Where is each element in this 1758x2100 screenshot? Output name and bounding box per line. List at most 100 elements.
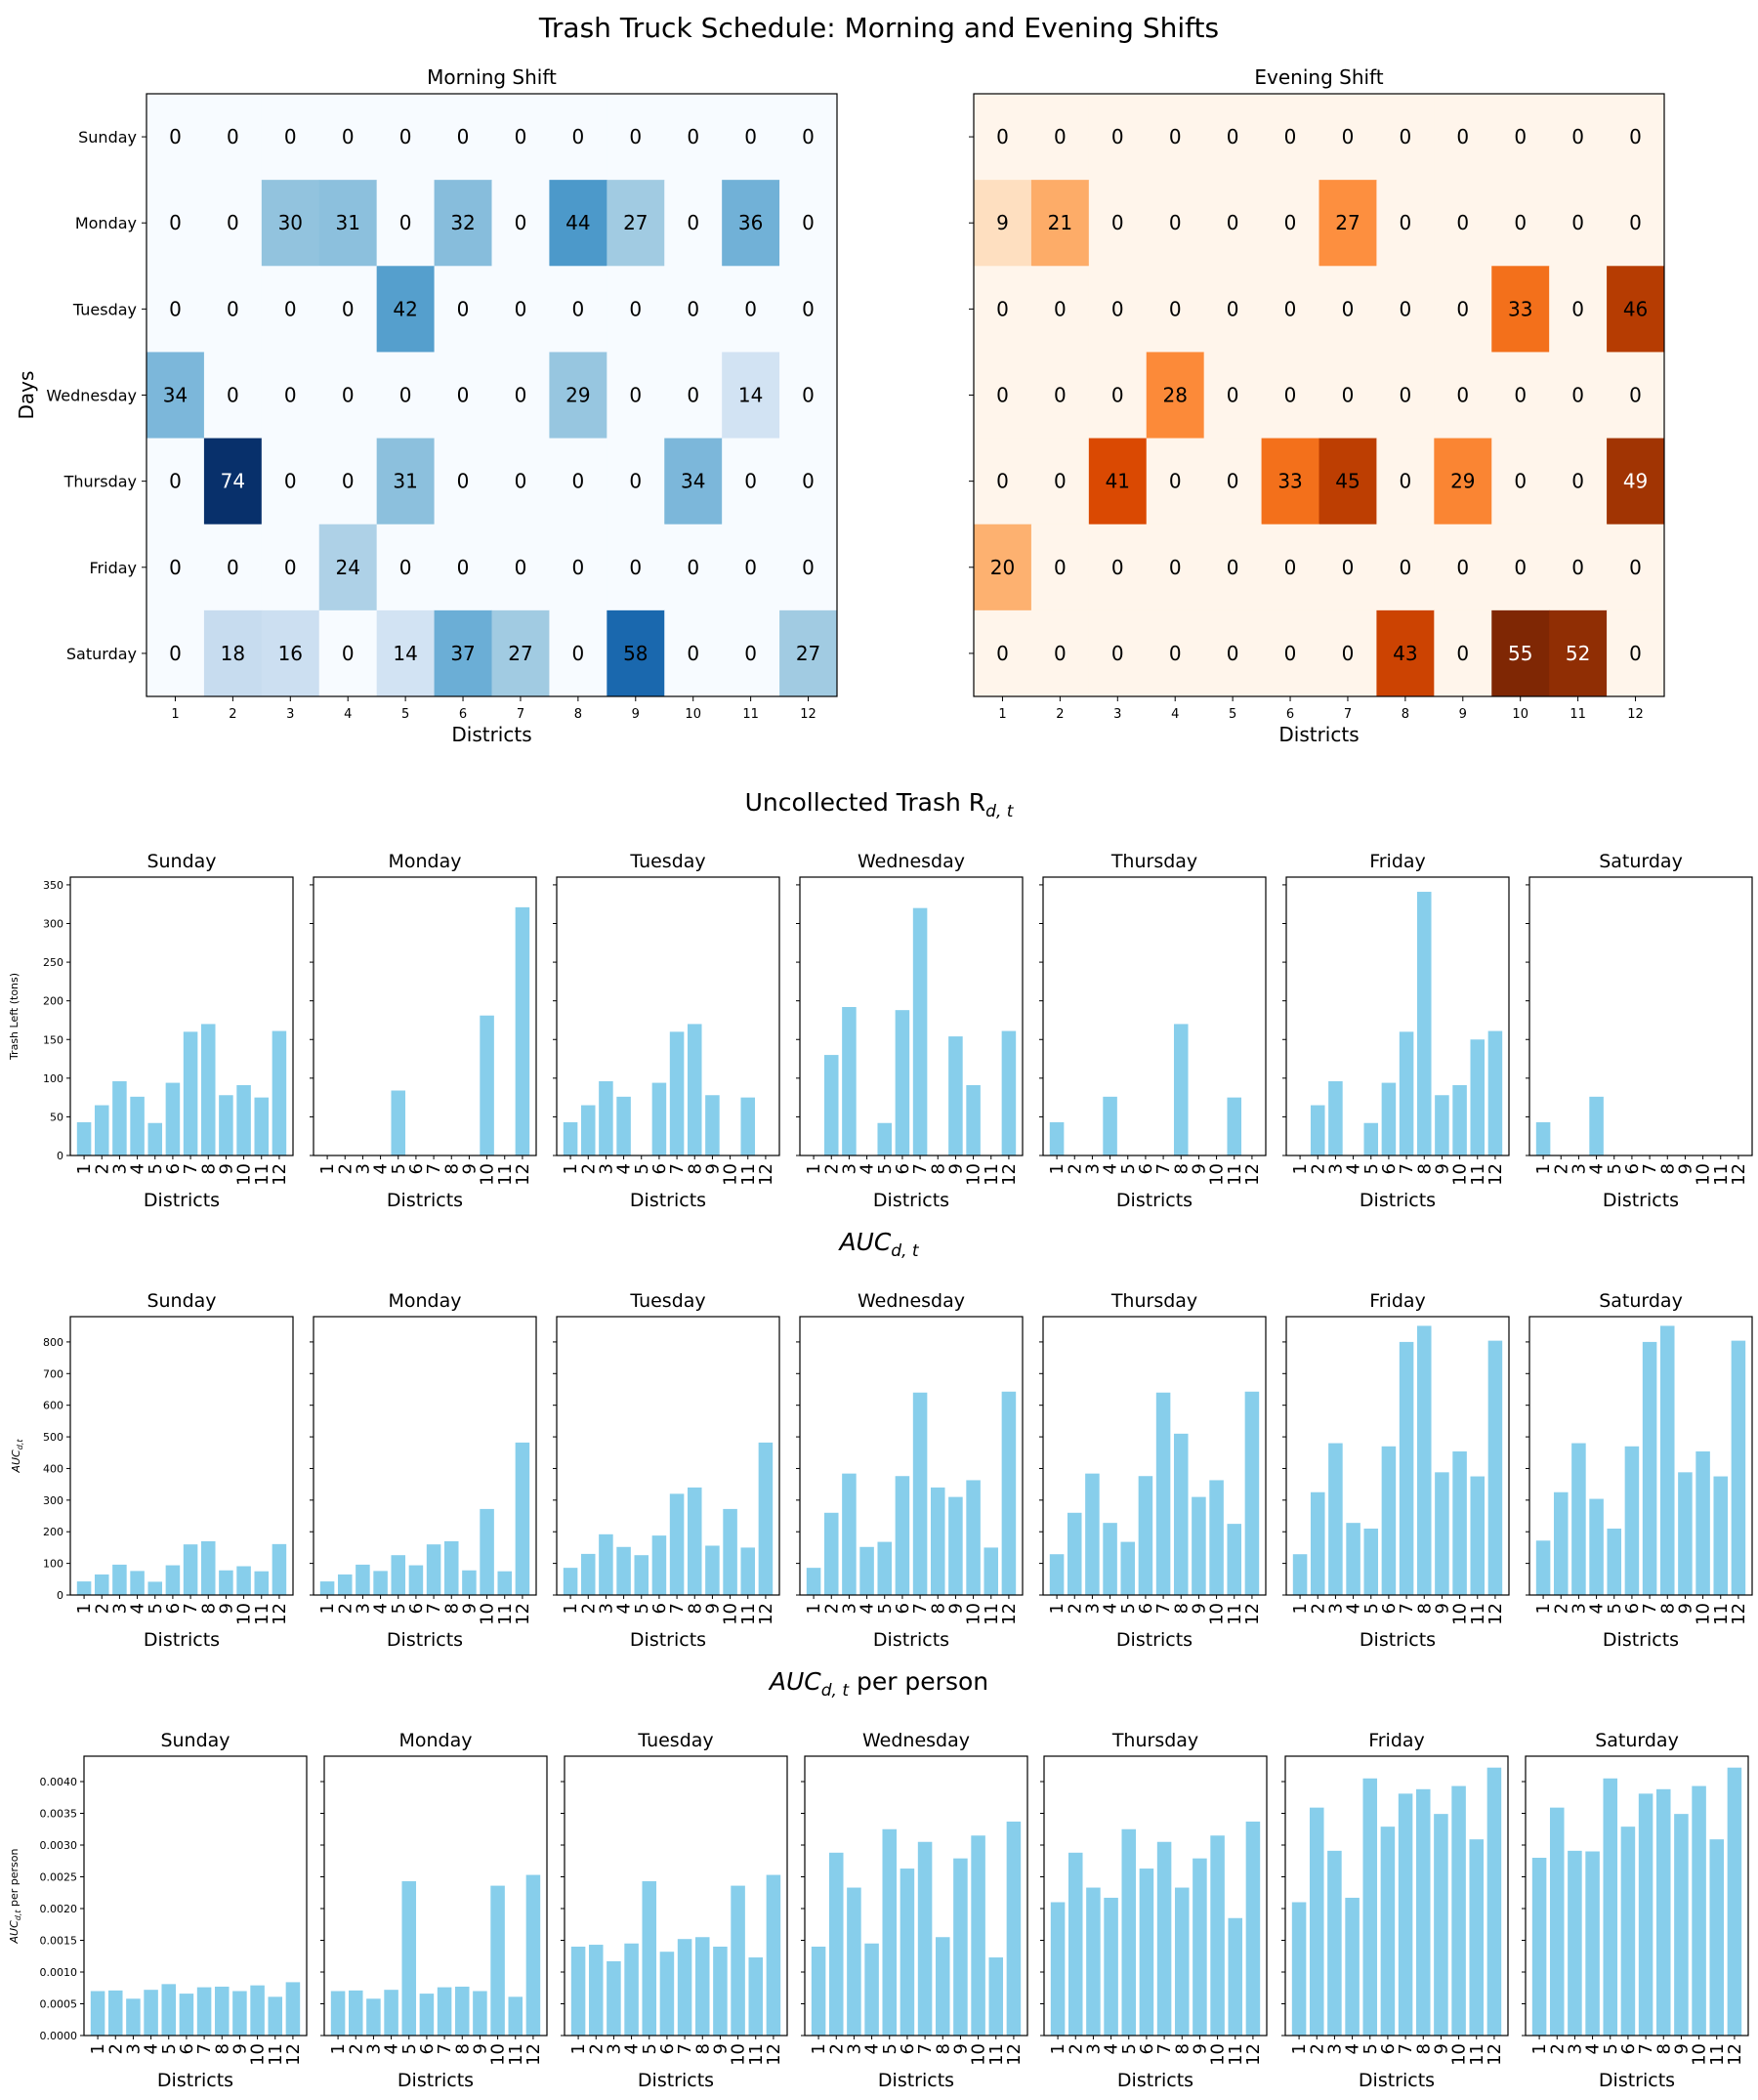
y-tick-label: 0.0000 xyxy=(40,2030,78,2042)
x-tick-label: 12 xyxy=(1485,2043,1505,2066)
heatmap-cell xyxy=(1607,524,1665,611)
bar xyxy=(250,1985,265,2036)
x-tick-label: 6 xyxy=(1622,1603,1643,1614)
heatmap-cell-label: 0 xyxy=(1400,211,1412,234)
heatmap-cell-label: 0 xyxy=(1284,384,1297,407)
heatmap-cell xyxy=(549,438,607,525)
x-tick-label: 3 xyxy=(1565,2043,1585,2054)
x-tick-label: 10 xyxy=(721,1163,741,1186)
x-tick-label: 6 xyxy=(163,1603,184,1614)
x-tick-label: 3 xyxy=(1082,1163,1103,1174)
panel-title: Thursday xyxy=(1110,851,1197,872)
heatmap-cell xyxy=(376,266,436,353)
bar xyxy=(200,1540,216,1595)
x-tick-label: 4 xyxy=(371,1163,392,1174)
x-tick-label: 7 xyxy=(1640,1603,1660,1614)
bar xyxy=(1399,1031,1414,1155)
x-tick-label: 5 xyxy=(399,2043,420,2054)
x-tick-label: 10 xyxy=(478,1163,498,1186)
x-tick-label: 3 xyxy=(109,1163,130,1174)
x-tick-label: 5 xyxy=(1601,2043,1621,2054)
x-tick-label: 2 xyxy=(335,1163,356,1174)
y-tick-label: Friday xyxy=(90,559,138,577)
panel-frame xyxy=(313,1316,537,1596)
bar xyxy=(437,1987,452,2036)
bar xyxy=(1346,1523,1360,1595)
heatmap-cell-label: 0 xyxy=(515,556,527,579)
x-tick-label: 1 xyxy=(1290,1603,1311,1614)
bar xyxy=(348,1990,363,2036)
x-tick-label: 3 xyxy=(1082,1603,1103,1614)
heatmap-cell xyxy=(1434,266,1492,353)
heatmap-cell-label: 0 xyxy=(1054,556,1067,579)
x-tick-label: 2 xyxy=(1308,1603,1328,1614)
heatmap-cell xyxy=(1146,180,1205,267)
bar xyxy=(580,1553,596,1595)
bar-panel-sunday: Sunday123456789101112Districts0501001502… xyxy=(8,851,294,1211)
x-tick-label: 5 xyxy=(1361,1163,1382,1174)
heatmap-cell xyxy=(779,266,838,353)
x-tick-label: 4 xyxy=(1343,2043,1363,2054)
x-tick-label: 11 xyxy=(495,1163,516,1186)
heatmap-cell xyxy=(1146,609,1205,697)
heatmap-cell-label: 0 xyxy=(802,556,815,579)
x-tick-label: 8 xyxy=(692,2043,713,2054)
x-tick-label: 4 xyxy=(622,2043,643,2054)
heatmap-cell-label: 42 xyxy=(393,297,417,320)
bar xyxy=(219,1570,233,1595)
heatmap-morning: 0 0 0 0 0 0 0 0 0 0 0 00 0 30 31 0 32 0 44 27 0 36 00 0 0 0 42 0 0 0 0… xyxy=(15,65,838,746)
panel-frame xyxy=(1285,1316,1510,1596)
x-tick-label: 1 xyxy=(88,2043,108,2054)
x-tick-label: 2 xyxy=(1056,707,1064,722)
heatmap-cell xyxy=(1434,438,1492,525)
heatmap-cell-label: 21 xyxy=(1048,211,1072,234)
x-tick-label: 2 xyxy=(105,2043,126,2054)
heatmap-cell-label: 0 xyxy=(1514,125,1527,148)
heatmap-cell xyxy=(491,609,550,697)
x-tick-label: 6 xyxy=(649,1163,670,1174)
bar xyxy=(599,1533,613,1595)
bar xyxy=(1001,1391,1017,1595)
bar xyxy=(1535,1540,1551,1595)
heatmap-cell-label: 0 xyxy=(457,470,470,493)
bar xyxy=(1435,1095,1449,1155)
bar xyxy=(384,1990,398,2036)
heatmap-cell xyxy=(203,266,263,353)
bar xyxy=(811,1947,826,2036)
x-tick-label: 5 xyxy=(1229,707,1236,722)
x-tick-label: 4 xyxy=(1587,1603,1608,1614)
x-tick-label: 4 xyxy=(858,1163,878,1174)
x-tick-label: 2 xyxy=(578,1603,599,1614)
bar xyxy=(408,1565,424,1595)
bar xyxy=(935,1937,950,2036)
x-tick-label: 3 xyxy=(604,2043,624,2054)
bar xyxy=(426,1544,441,1595)
x-tick-label: 8 xyxy=(1653,2043,1674,2054)
x-tick-label: 2 xyxy=(1066,2043,1086,2054)
x-tick-label: 11 xyxy=(266,2043,286,2066)
heatmap-cell-label: 0 xyxy=(342,470,355,493)
heatmap-cell xyxy=(203,180,263,267)
bar xyxy=(1452,1084,1467,1155)
panel-title: Sunday xyxy=(146,851,216,872)
bar xyxy=(1067,1852,1083,2036)
heatmap-cell xyxy=(1607,94,1665,181)
heatmap-cell xyxy=(318,609,378,697)
heatmap-cell xyxy=(779,180,838,267)
x-tick-label: 5 xyxy=(1361,1603,1382,1614)
x-tick-label: 12 xyxy=(756,1163,776,1186)
heatmap-cell-label: 0 xyxy=(515,297,527,320)
y-tick-label: 0.0030 xyxy=(40,1839,78,1852)
heatmap-cell-label: 18 xyxy=(221,642,245,665)
bar xyxy=(1655,1788,1671,2036)
heatmap-cell xyxy=(146,180,205,267)
x-tick-label: 12 xyxy=(1243,2043,1264,2066)
y-tick-label: 600 xyxy=(43,1400,63,1412)
bar xyxy=(1399,1341,1414,1595)
bar xyxy=(1103,1523,1117,1595)
heatmap-cell xyxy=(1030,524,1090,611)
panel-frame xyxy=(804,1755,1028,2037)
heatmap-cell-label: 16 xyxy=(278,642,303,665)
x-tick-label: 12 xyxy=(1486,1163,1506,1186)
x-axis-label: Districts xyxy=(878,2070,954,2091)
